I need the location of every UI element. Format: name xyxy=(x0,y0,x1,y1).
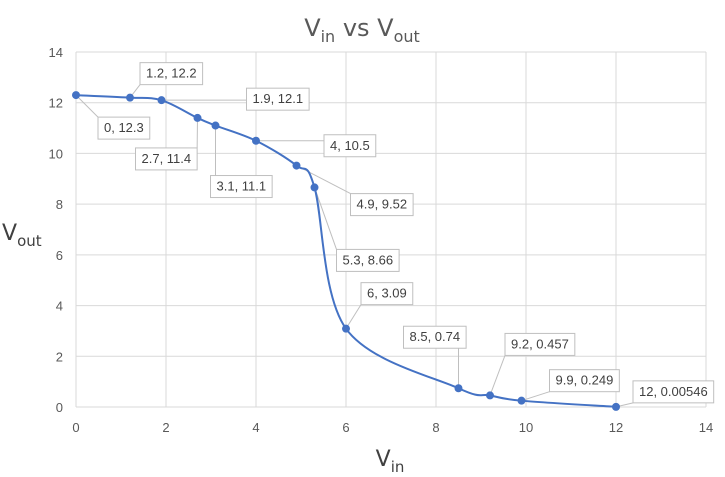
data-point xyxy=(157,96,166,105)
data-label: 4.9, 9.52 xyxy=(357,197,408,212)
data-label-box xyxy=(350,193,414,217)
data-label-box xyxy=(549,369,620,393)
x-tick-label: 4 xyxy=(252,420,259,435)
data-point xyxy=(454,384,463,393)
data-label: 1.2, 12.2 xyxy=(146,66,197,81)
data-label-box xyxy=(504,332,576,356)
data-label-box xyxy=(135,147,198,171)
data-point xyxy=(486,391,494,400)
data-label-box xyxy=(139,62,204,86)
data-label: 12, 0.00546 xyxy=(639,384,708,399)
data-point xyxy=(310,183,319,192)
data-point xyxy=(342,324,350,333)
data-label: 8.5, 0.74 xyxy=(410,329,461,344)
x-tick-label: 8 xyxy=(432,420,439,435)
label-leader xyxy=(296,165,351,195)
x-tick-labels: 0 2 4 6 8 10 12 14 xyxy=(72,420,713,435)
y-tick-label: 2 xyxy=(56,349,63,364)
data-point xyxy=(252,136,260,145)
data-label-box xyxy=(336,248,400,272)
data-label: 1.9, 12.1 xyxy=(253,91,304,106)
data-point xyxy=(612,402,620,411)
x-tick-label: 6 xyxy=(342,420,349,435)
data-point xyxy=(126,93,134,102)
label-leader xyxy=(75,94,99,118)
data-label: 9.9, 0.249 xyxy=(556,373,614,388)
data-label-box xyxy=(210,175,273,199)
data-point xyxy=(211,121,220,130)
data-points xyxy=(72,91,620,411)
y-tick-label: 14 xyxy=(49,45,63,60)
chart-title: Vin vs Vout xyxy=(304,14,420,46)
data-point xyxy=(72,91,80,100)
x-tick-label: 2 xyxy=(162,420,169,435)
x-tick-label: 0 xyxy=(72,420,79,435)
data-label-box xyxy=(632,380,715,404)
label-leader xyxy=(345,304,362,329)
data-label-box xyxy=(97,116,151,140)
data-label: 2.7, 11.4 xyxy=(142,151,192,166)
x-tick-label: 14 xyxy=(699,420,713,435)
data-label-box xyxy=(246,87,310,111)
data-label: 6, 3.09 xyxy=(367,286,407,301)
data-label-box xyxy=(403,325,467,349)
data-label: 0, 12.3 xyxy=(104,120,144,135)
y-tick-label: 6 xyxy=(56,248,63,263)
data-label: 4, 10.5 xyxy=(330,138,370,153)
y-tick-label: 12 xyxy=(49,96,63,111)
label-leader xyxy=(314,187,337,250)
data-label: 5.3, 8.66 xyxy=(343,252,394,267)
x-axis-label: Vin xyxy=(376,447,405,476)
y-tick-label: 4 xyxy=(56,299,63,314)
data-point xyxy=(193,113,202,122)
x-tick-label: 10 xyxy=(519,420,533,435)
data-label-box xyxy=(323,134,377,158)
label-leaders xyxy=(75,84,634,408)
data-point xyxy=(517,396,526,405)
data-point xyxy=(292,161,301,170)
data-label: 9.2, 0.457 xyxy=(511,336,569,351)
data-label: 3.1, 11.1 xyxy=(217,179,267,194)
data-label-box xyxy=(360,282,414,306)
y-tick-label: 10 xyxy=(49,146,63,161)
y-tick-labels: 0 2 4 6 8 10 12 14 xyxy=(49,45,63,415)
label-leader xyxy=(521,391,550,402)
label-leader xyxy=(489,355,506,396)
x-tick-label: 12 xyxy=(609,420,623,435)
y-axis-label: Vout xyxy=(2,221,42,250)
y-tick-label: 0 xyxy=(56,400,63,415)
grid xyxy=(75,51,707,408)
data-labels: 0, 12.3 1.2, 12.2 1.9, 12.1 2.7, 11.4 3.1, 1… xyxy=(97,62,715,404)
y-tick-label: 8 xyxy=(56,197,63,212)
